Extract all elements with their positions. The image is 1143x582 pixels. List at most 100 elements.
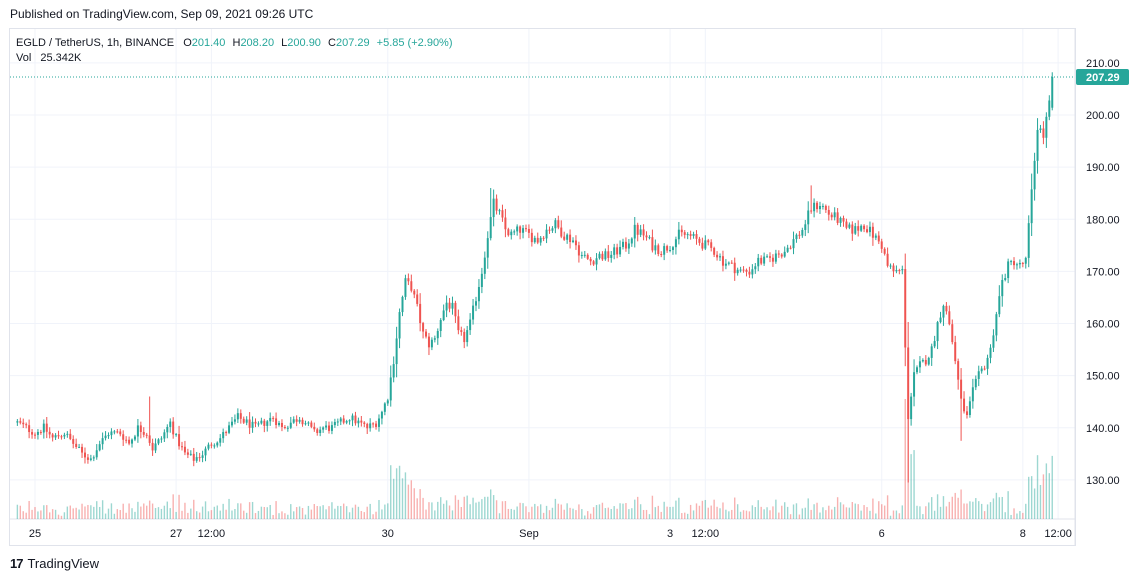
volume-bar [592,507,595,519]
candle-body [357,420,360,424]
volume-bar [807,498,809,519]
candle-body [592,261,595,265]
volume-legend: Vol 25.342K [16,52,81,64]
volume-bar [34,507,36,519]
candle-body [222,432,225,439]
volume-bar [842,504,845,519]
candle-body [307,422,310,424]
volume-bar [869,510,871,519]
volume-bar [245,512,248,519]
candle-body [330,425,333,431]
candle-body [745,269,748,272]
candle-body [813,202,816,212]
candle-body [169,421,172,427]
volume-bar [66,506,69,519]
candle-body [965,411,968,416]
volume-bar [234,508,236,519]
volume-bar [757,500,759,519]
volume-bar [231,510,233,519]
candle-body [148,435,151,443]
volume-bar [204,501,207,519]
volume-bar [804,507,806,519]
volume-bar [240,503,242,519]
volume-bar [25,512,27,519]
candle-body [583,254,586,256]
candle-body [472,305,475,320]
volume-bar [839,502,842,519]
volume-bar [669,506,671,519]
candle-body [968,401,971,416]
volume-bar [789,514,792,519]
candle-body [433,338,436,340]
price-axis: 210.00 200.00 190.00 180.00 170.00 160.00 150.… [1086,58,1120,487]
candle-body [207,444,210,449]
volume-bar [248,502,251,519]
volume-bar [939,506,942,519]
volume-bar [663,501,665,519]
legend-low-label: L [281,37,288,49]
volume-bar [613,506,615,519]
candle-body [960,379,963,399]
volume-bar [190,508,192,519]
candle-body [977,371,980,379]
candle-body [398,312,401,339]
volume-bar [354,504,357,519]
candle-body [766,256,769,258]
volume-bar [645,509,648,519]
candle-body [895,270,898,272]
candle-body [389,377,392,401]
candle-body [133,436,136,440]
candle-body [110,431,113,436]
volume-bar [569,507,571,519]
volume-bar [128,503,130,519]
candle-body [898,270,901,272]
volume-bar [554,498,557,519]
volume-bar [534,503,536,519]
volume-bar [19,505,21,519]
candle-body [677,229,680,240]
volume-bar [357,506,360,519]
volume-bar [713,499,715,519]
candle-body [674,239,677,248]
volume-bar [760,506,762,519]
volume-bar [46,505,48,519]
candle-body [633,224,636,239]
candle-body [619,246,622,255]
x-tick-label: 8 [1020,528,1026,540]
candle-body [295,419,298,422]
candle-body [771,257,774,262]
y-tick-label: 160.00 [1086,319,1120,331]
footer-brand[interactable]: 17 TradingView [10,556,99,571]
candle-body [48,431,51,435]
candle-body [310,422,313,427]
candle-body [907,347,910,420]
candle-body [945,305,948,312]
volume-bar [1028,476,1030,519]
volume-bar [475,502,477,519]
candle-body [845,221,848,228]
candle-body [721,256,724,266]
volume-bar [310,509,313,519]
volume-bar [772,506,774,519]
volume-bar [813,504,815,519]
candle-body [336,421,339,423]
volume-bar [1048,473,1050,519]
volume-bar [460,507,462,519]
candle-body [666,246,669,251]
candle-body [198,457,201,459]
volume-bar [784,502,786,519]
volume-bar [148,500,151,519]
candle-body [445,302,448,311]
volume-bar [763,509,765,519]
volume-bar [786,506,789,519]
candle-body [104,435,107,439]
volume-bar [75,507,77,519]
volume-bar [295,507,298,519]
candle-body [69,433,72,439]
candle-body [863,225,866,230]
candle-body [1033,160,1036,190]
volume-bar [833,506,836,519]
candle-body [480,273,483,287]
candle-body [469,319,472,331]
